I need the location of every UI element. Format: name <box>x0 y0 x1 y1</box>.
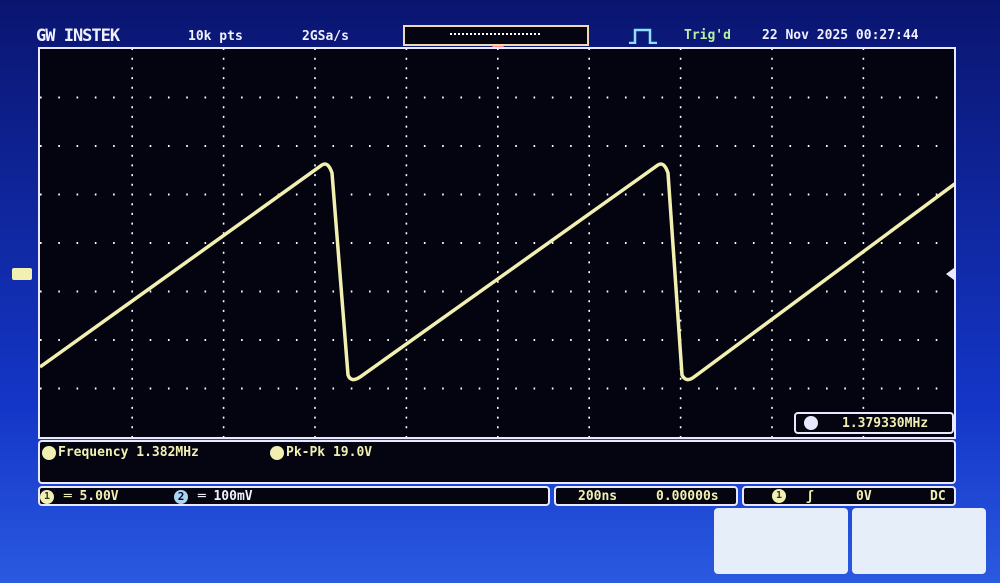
grid-dots <box>40 48 956 438</box>
measurement-frequency: Frequency 1.382MHz <box>42 445 199 460</box>
timebase-position: 0.00000s <box>656 489 719 504</box>
trigger-level-marker <box>946 268 954 280</box>
timebase-status[interactable]: 200ns 0.00000s <box>554 486 738 506</box>
ch1-status[interactable]: 1 ═ 5.00V <box>40 489 119 504</box>
counter-icon <box>804 416 818 430</box>
waveform-grid[interactable] <box>38 47 958 439</box>
memory-length: 10k pts <box>188 29 243 44</box>
ch1-icon <box>42 445 56 460</box>
memory-position-bar[interactable] <box>403 25 589 46</box>
trigger-level: 0V <box>856 489 872 504</box>
frequency-counter: 1.379330MHz <box>794 412 954 434</box>
waveform-overview <box>450 33 540 38</box>
ch1-ground-marker[interactable] <box>12 268 32 280</box>
pkpk-value: Pk-Pk 19.0V <box>286 445 373 460</box>
soft-key-1[interactable] <box>714 508 848 574</box>
ch2-scale: 100mV <box>213 489 253 504</box>
ch2-badge: 2 <box>174 489 188 504</box>
trigger-status: Trig'd <box>684 28 731 43</box>
ch1-badge: 1 <box>40 489 54 504</box>
date-time: 22 Nov 2025 00:27:44 <box>762 28 919 43</box>
timebase-scale: 200ns <box>578 489 618 504</box>
measurement-pkpk: Pk-Pk 19.0V <box>270 445 372 460</box>
measurement-panel: Frequency 1.382MHz Pk-Pk 19.0V <box>38 440 956 484</box>
ch1-waveform <box>38 162 958 382</box>
frequency-value: Frequency 1.382MHz <box>58 445 199 460</box>
trigger-source: 1 <box>772 489 786 503</box>
ch2-status[interactable]: 2 ═ 100mV <box>174 489 253 504</box>
channel-status-bar[interactable]: 1 ═ 5.00V 2 ═ 100mV <box>38 486 550 506</box>
soft-key-2[interactable] <box>852 508 986 574</box>
graticule <box>38 48 958 438</box>
trigger-coupling: DC <box>930 489 946 504</box>
counter-value: 1.379330MHz <box>842 416 929 431</box>
trigger-edge-icon <box>629 28 657 44</box>
ch1-scale: 5.00V <box>79 489 119 504</box>
rising-edge-icon: ʃ <box>806 489 814 504</box>
brand-logo: GW INSTEK <box>36 26 120 46</box>
sample-rate: 2GSa/s <box>302 29 349 44</box>
trigger-settings[interactable]: 1 ʃ 0V DC <box>742 486 956 506</box>
ch1-icon <box>270 445 284 460</box>
